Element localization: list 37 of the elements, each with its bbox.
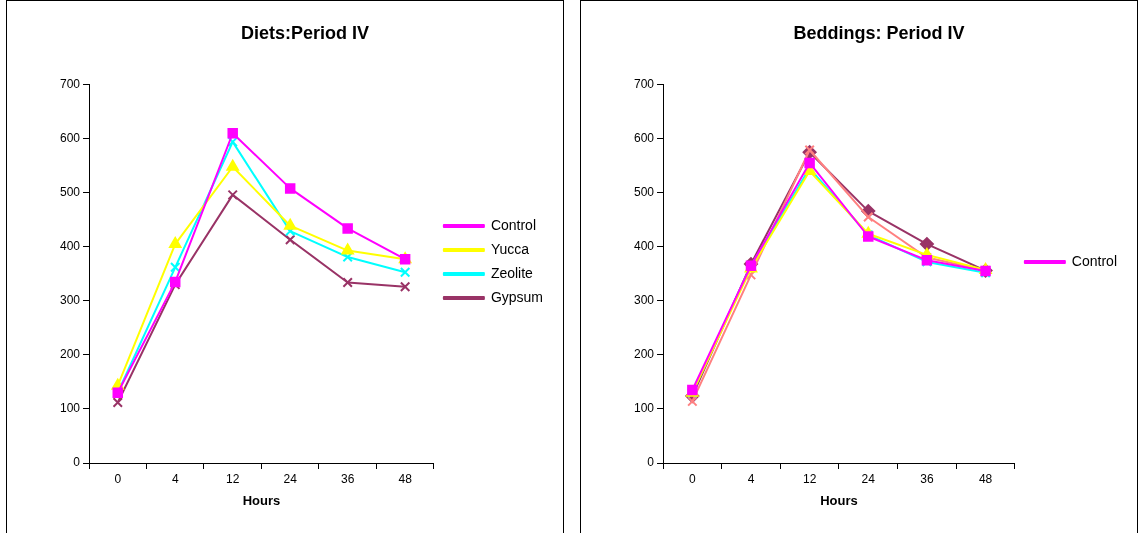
y-tick-label: 300 bbox=[633, 293, 655, 308]
x-tick-label: 24 bbox=[283, 471, 298, 486]
x-tick-label: 36 bbox=[340, 471, 355, 486]
y-tick-label: 500 bbox=[59, 185, 81, 200]
chart-title: Beddings: Period IV bbox=[793, 22, 965, 43]
x-tick-label: 12 bbox=[226, 471, 240, 486]
y-tick-label: 400 bbox=[633, 239, 655, 254]
y-tick-label: 400 bbox=[59, 239, 81, 254]
y-tick-label: 0 bbox=[73, 455, 81, 470]
x-tick-label: 4 bbox=[747, 471, 755, 486]
y-tick-label: 0 bbox=[647, 455, 655, 470]
y-tick-label: 600 bbox=[59, 130, 81, 145]
y-tick-label: 100 bbox=[633, 401, 655, 416]
y-tick-label: 200 bbox=[633, 347, 655, 362]
x-tick-label: 24 bbox=[861, 471, 876, 486]
legend-label: Yucca bbox=[490, 240, 530, 257]
x-tick-label: 4 bbox=[171, 471, 179, 486]
x-tick-label: 48 bbox=[398, 471, 413, 486]
legend-label: Control bbox=[490, 216, 537, 233]
y-tick-label: 500 bbox=[633, 185, 655, 200]
chart-title: Diets:Period IV bbox=[240, 22, 370, 43]
x-tick-label: 36 bbox=[920, 471, 934, 486]
y-tick-label: 700 bbox=[59, 76, 81, 91]
y-tick-label: 200 bbox=[59, 347, 81, 362]
x-tick-label: 0 bbox=[689, 471, 696, 486]
x-tick-label: 48 bbox=[978, 471, 993, 486]
x-tick-label: 0 bbox=[114, 471, 122, 486]
x-tick-label: 12 bbox=[802, 471, 817, 486]
legend-label: Control bbox=[1071, 252, 1118, 269]
x-axis-title: Hours bbox=[820, 492, 858, 508]
legend-label: Zeolite bbox=[490, 264, 534, 281]
y-tick-label: 600 bbox=[633, 130, 655, 145]
x-axis-title: Hours bbox=[242, 492, 281, 508]
y-tick-label: 700 bbox=[633, 76, 655, 91]
y-tick-label: 100 bbox=[59, 401, 81, 416]
y-tick-label: 300 bbox=[59, 293, 81, 308]
legend-label: Gypsum bbox=[490, 288, 543, 305]
